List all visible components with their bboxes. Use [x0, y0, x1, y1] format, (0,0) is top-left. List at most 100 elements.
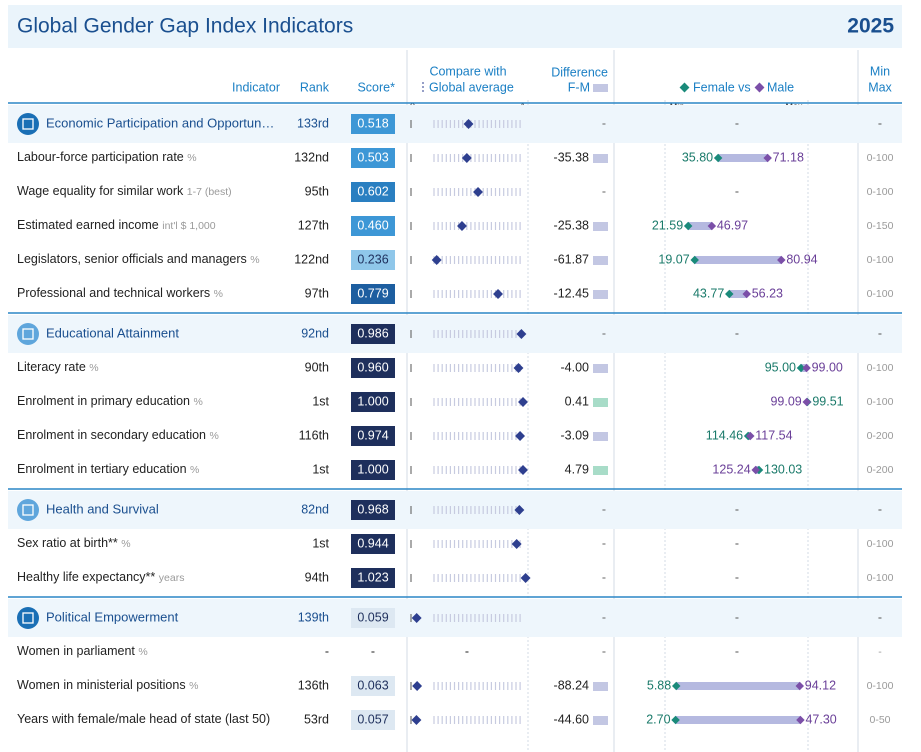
diamond [671, 681, 681, 691]
diamond [493, 289, 503, 299]
range: 0-200 [867, 430, 894, 442]
rank: 133rd [297, 116, 329, 130]
section-icon-glyph [22, 328, 34, 340]
fm: - [735, 502, 739, 516]
indicator: Literacy rate % [17, 360, 99, 374]
indicator: Women in ministerial positions % [17, 678, 198, 692]
diamond [473, 187, 483, 197]
difference-bar [593, 154, 608, 163]
difference: - [602, 116, 606, 130]
difference: -3.09 [561, 428, 590, 442]
indicator-unit: % [121, 538, 130, 550]
score: 0.059 [357, 610, 388, 624]
difference-bar [593, 290, 608, 299]
difference: - [602, 644, 606, 658]
score-box [351, 676, 395, 696]
indicator-label: Literacy rate [17, 360, 86, 374]
col-header: Global average [429, 80, 514, 94]
range: 0-100 [867, 396, 894, 408]
fm-bar [675, 716, 801, 724]
rank: 53rd [304, 712, 329, 726]
score-box [351, 148, 395, 168]
indicator-unit: % [89, 362, 98, 374]
section-icon-glyph [22, 504, 34, 516]
legend-male: Male [767, 80, 794, 94]
diamond [725, 289, 734, 299]
diamond [751, 465, 760, 475]
score: 0.057 [357, 712, 388, 726]
score: 0.063 [357, 678, 388, 692]
fm: - [735, 184, 739, 198]
indicator: Labour-force participation rate % [17, 150, 197, 164]
score-box [351, 608, 395, 628]
rank: 127th [298, 218, 329, 232]
female-value: 130.03 [764, 462, 802, 476]
diamond [777, 255, 786, 265]
difference: - [602, 184, 606, 198]
indicator: Enrolment in primary education % [17, 394, 203, 408]
fm: - [735, 644, 739, 658]
diamond [461, 153, 472, 163]
difference: -61.87 [554, 252, 589, 266]
diamond [671, 715, 680, 725]
rank: 82nd [301, 502, 329, 516]
score-box [351, 500, 395, 520]
section-icon [17, 499, 39, 521]
range: - [878, 326, 882, 340]
diamond [514, 505, 525, 515]
section-title: Economic Participation and Opportun… [46, 115, 274, 130]
rank: 132nd [294, 150, 329, 164]
difference-bar [593, 222, 608, 231]
diamond [516, 329, 527, 339]
rank: 95th [305, 184, 329, 198]
range: 0-150 [867, 220, 894, 232]
range: 0-100 [867, 538, 894, 550]
female-value: 2.70 [646, 712, 670, 726]
range: 0-50 [869, 714, 890, 726]
diamond [513, 363, 524, 373]
difference: -88.24 [554, 678, 589, 692]
difference: -25.38 [554, 218, 589, 232]
rank: 90th [305, 360, 329, 374]
indicator-unit: % [193, 396, 202, 408]
indicator: Enrolment in secondary education % [17, 428, 219, 442]
section-title: Educational Attainment [46, 325, 179, 340]
range: - [878, 646, 882, 658]
diamond [796, 715, 805, 725]
diamond [412, 681, 423, 691]
score: 0.779 [357, 286, 388, 300]
male-key [754, 82, 765, 93]
rank: 122nd [294, 252, 329, 266]
difference: -4.00 [561, 360, 590, 374]
fm: - [735, 536, 739, 550]
diamond [511, 539, 522, 549]
indicator-label: Women in ministerial positions [17, 678, 186, 692]
rank: 139th [298, 610, 329, 624]
score: 1.000 [357, 462, 388, 476]
male-value: 117.54 [755, 428, 792, 442]
diamond [518, 397, 528, 407]
indicator: Healthy life expectancy** years [17, 570, 184, 584]
indicator-unit: years [159, 572, 185, 584]
fm-bar [729, 290, 747, 298]
difference-bar [593, 682, 608, 691]
male-value: 99.00 [812, 360, 843, 374]
compare: - [465, 644, 469, 658]
difference: 4.79 [565, 462, 589, 476]
score: 0.986 [357, 326, 388, 340]
score-box [351, 534, 395, 554]
indicator-unit: % [250, 254, 259, 266]
score: 0.236 [357, 252, 388, 266]
indicator: Enrolment in tertiary education % [17, 462, 199, 476]
diamond [802, 363, 811, 373]
female-key [679, 82, 690, 93]
diff-legend [593, 84, 608, 92]
indicator-label: Enrolment in primary education [17, 394, 190, 408]
col-header: Compare with [429, 64, 506, 78]
difference: -35.38 [554, 150, 589, 164]
female-value: 95.00 [765, 360, 796, 374]
score-box [351, 182, 395, 202]
difference: - [602, 610, 606, 624]
diamond [795, 681, 805, 691]
